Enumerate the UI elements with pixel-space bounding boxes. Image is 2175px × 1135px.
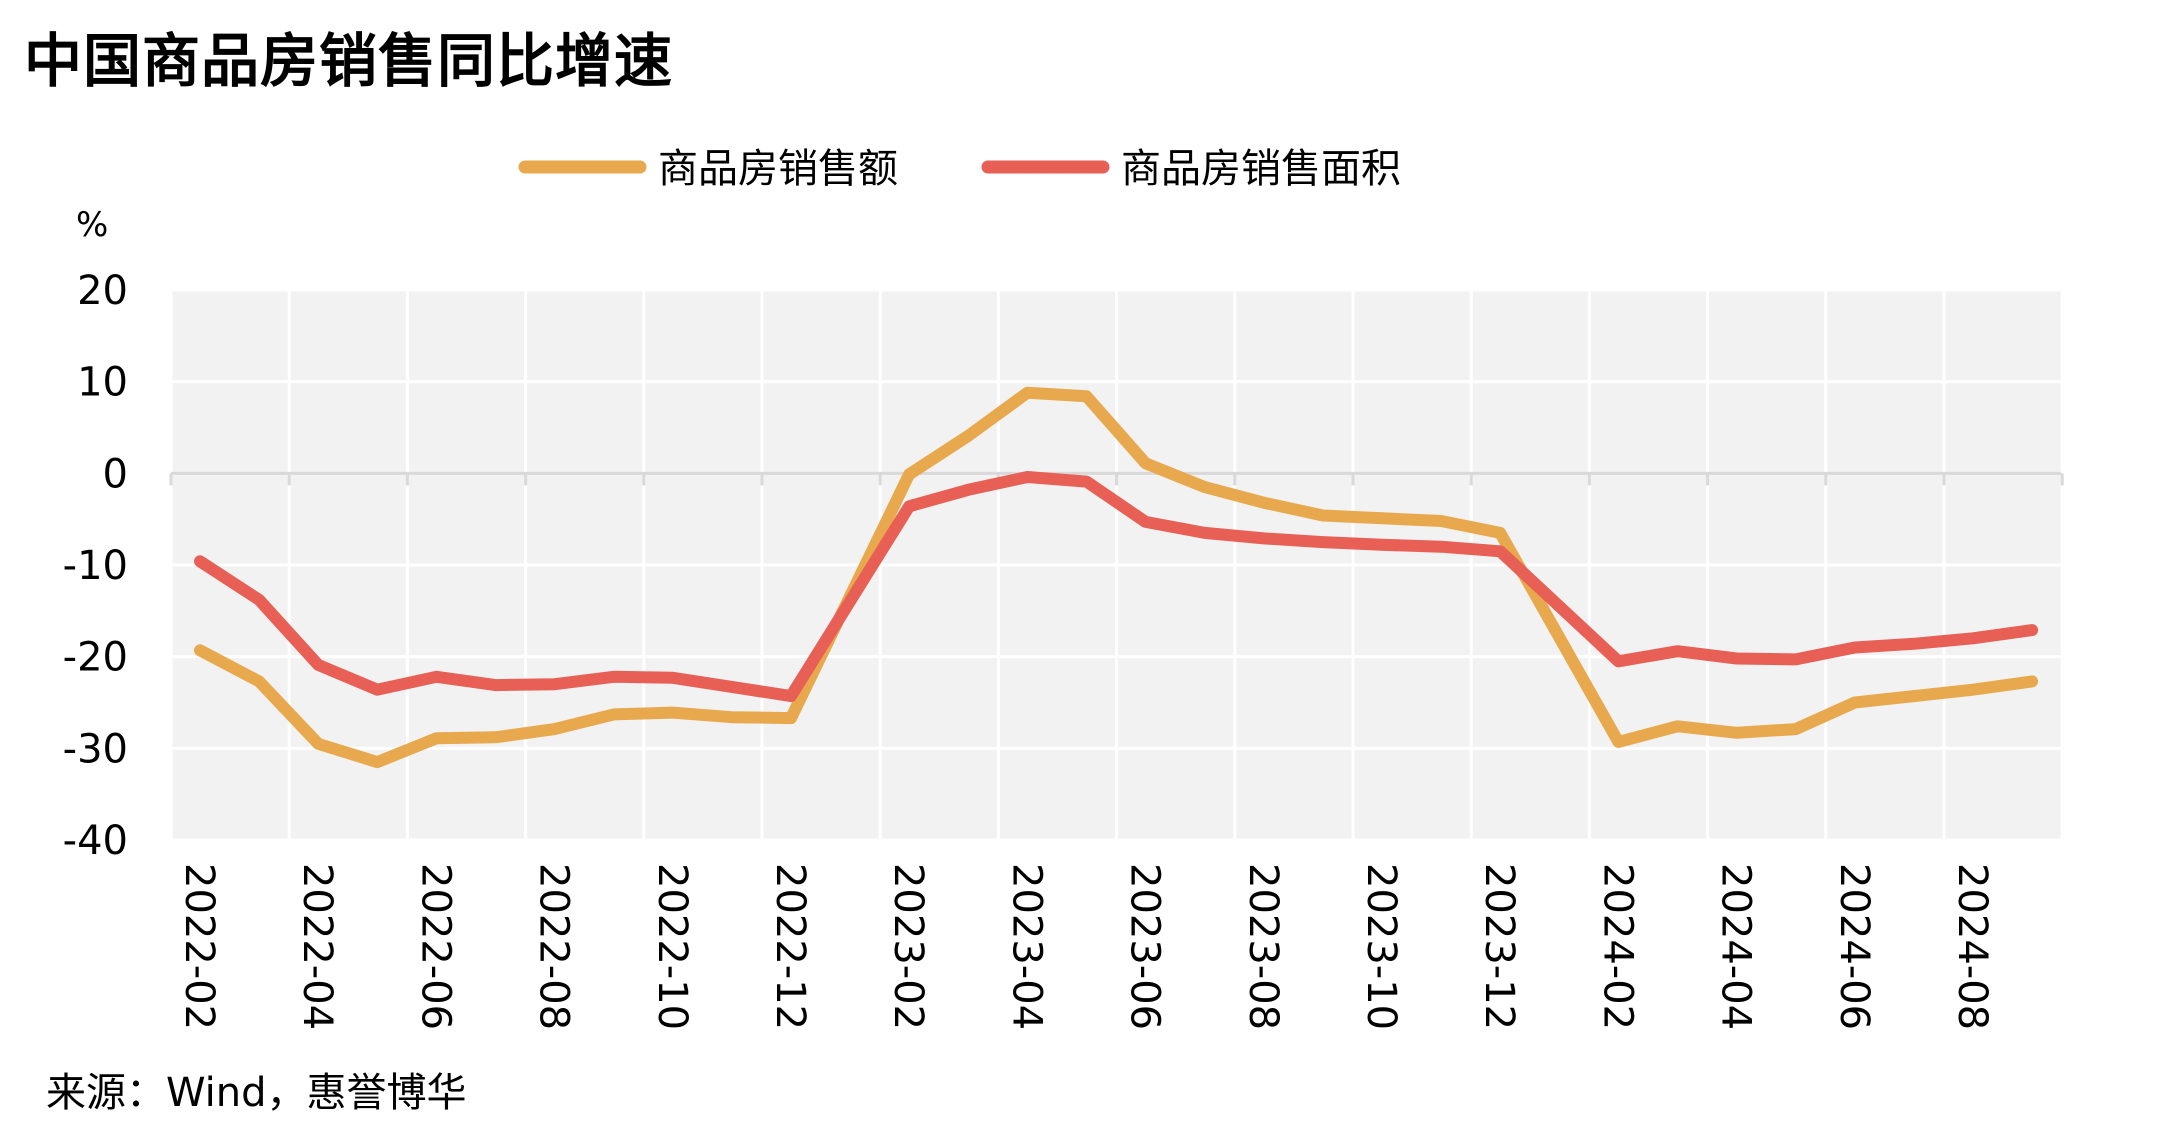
x-tick-label: 2023-10 bbox=[1358, 863, 1404, 1030]
y-tick-label: -20 bbox=[63, 635, 128, 681]
legend-label-sales-area: 商品房销售面积 bbox=[1121, 146, 1401, 192]
x-tick-label: 2023-12 bbox=[1476, 863, 1522, 1030]
x-axis-ticks: 2022-02 2022-04 2022-06 2022-08 2022-10 2022-… bbox=[176, 863, 1995, 1030]
x-tick-label: 2023-08 bbox=[1240, 863, 1286, 1030]
source-note: 来源：Wind，惠誉博华 bbox=[46, 1070, 467, 1116]
x-tick-label: 2022-10 bbox=[649, 863, 695, 1030]
x-tick-label: 2024-04 bbox=[1713, 863, 1759, 1030]
y-tick-label: -30 bbox=[63, 726, 128, 772]
y-tick-label: 0 bbox=[103, 451, 128, 497]
y-unit-label: % bbox=[76, 205, 108, 245]
x-tick-label: 2023-02 bbox=[885, 863, 931, 1030]
series-lines bbox=[194, 386, 2039, 769]
legend: 商品房销售额 商品房销售面积 bbox=[518, 146, 1401, 192]
y-tick-label: 10 bbox=[77, 360, 128, 406]
y-axis-ticks: 20 10 0 -10 -20 -30 -40 bbox=[63, 268, 128, 864]
x-tick-label: 2022-02 bbox=[176, 863, 222, 1030]
chart-title: 中国商品房销售同比增速 bbox=[24, 27, 674, 95]
x-tick-label: 2022-12 bbox=[767, 863, 813, 1030]
x-tick-label: 2024-08 bbox=[1949, 863, 1995, 1030]
x-tick-label: 2024-06 bbox=[1831, 863, 1877, 1030]
series-line-sales-amount bbox=[194, 386, 2039, 769]
y-tick-label: 20 bbox=[77, 268, 128, 314]
series-line-sales-area bbox=[194, 471, 2039, 703]
x-tick-label: 2022-08 bbox=[531, 863, 577, 1030]
grid-lines bbox=[169, 288, 2064, 842]
y-tick-label: -40 bbox=[63, 818, 128, 864]
x-tick-label: 2022-04 bbox=[294, 863, 340, 1030]
x-tick-label: 2024-02 bbox=[1594, 863, 1640, 1030]
y-tick-label: -10 bbox=[63, 543, 128, 589]
x-tick-label: 2022-06 bbox=[412, 863, 458, 1030]
x-tick-label: 2023-06 bbox=[1122, 863, 1168, 1030]
x-tick-label: 2023-04 bbox=[1003, 863, 1049, 1030]
legend-label-sales-amount: 商品房销售额 bbox=[658, 146, 898, 192]
